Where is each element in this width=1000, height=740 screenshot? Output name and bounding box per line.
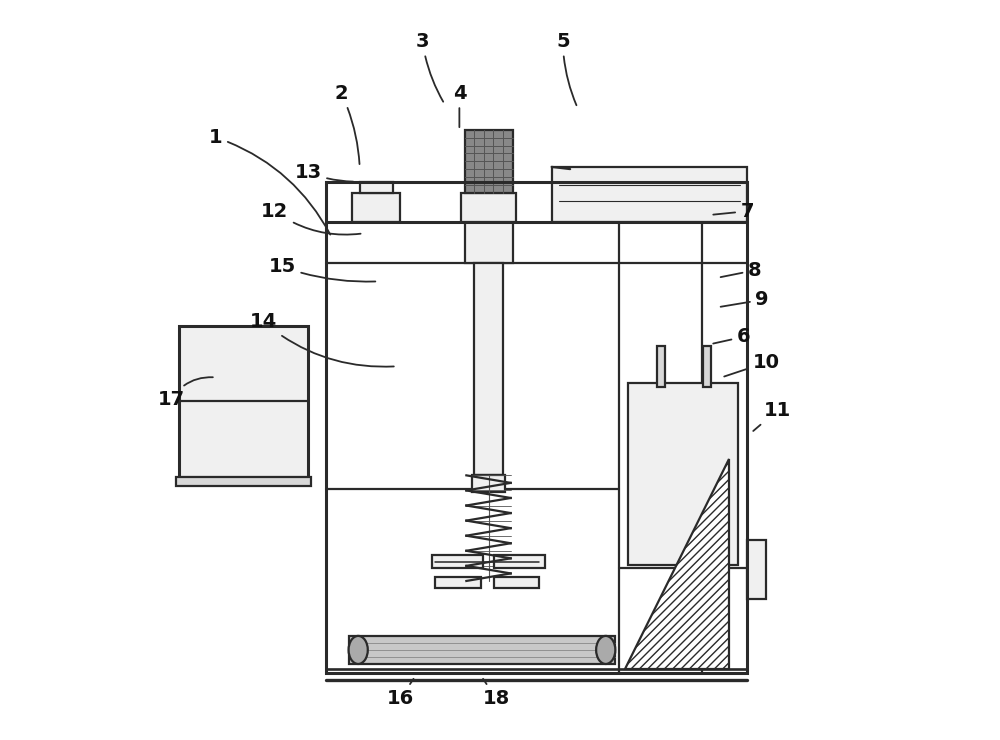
Text: 16: 16	[387, 679, 414, 708]
Bar	[352, 192, 400, 222]
Text: 6: 6	[713, 327, 751, 346]
Bar	[465, 130, 513, 192]
Text: 12: 12	[261, 202, 361, 235]
Bar	[360, 181, 393, 192]
Bar	[326, 181, 747, 673]
Bar	[349, 636, 615, 664]
Bar	[657, 346, 665, 387]
Text: 15: 15	[268, 257, 375, 282]
Text: 3: 3	[416, 32, 443, 101]
Bar	[179, 326, 308, 477]
Bar	[552, 167, 747, 222]
Text: 10: 10	[724, 353, 779, 377]
Text: 8: 8	[721, 260, 762, 280]
Ellipse shape	[349, 636, 368, 664]
Polygon shape	[625, 459, 729, 669]
Text: 13: 13	[294, 163, 353, 181]
Bar	[494, 576, 539, 588]
Text: 1: 1	[209, 128, 330, 235]
Text: 2: 2	[334, 84, 360, 164]
Text: 9: 9	[721, 290, 769, 309]
Ellipse shape	[596, 636, 615, 664]
Text: 17: 17	[158, 377, 213, 409]
Bar	[461, 192, 516, 222]
Text: 14: 14	[250, 312, 394, 367]
Text: 5: 5	[556, 32, 576, 105]
Bar	[474, 263, 503, 475]
Bar	[432, 555, 483, 568]
Text: 4: 4	[453, 84, 466, 127]
Text: 18: 18	[483, 679, 510, 708]
Text: 7: 7	[713, 202, 754, 221]
Bar	[472, 475, 505, 491]
Text: 11: 11	[753, 401, 791, 431]
Bar	[747, 540, 766, 599]
Bar	[494, 555, 545, 568]
Bar	[176, 477, 311, 486]
Bar	[435, 576, 481, 588]
Bar	[465, 222, 513, 263]
Bar	[628, 383, 738, 565]
Bar	[703, 346, 711, 387]
